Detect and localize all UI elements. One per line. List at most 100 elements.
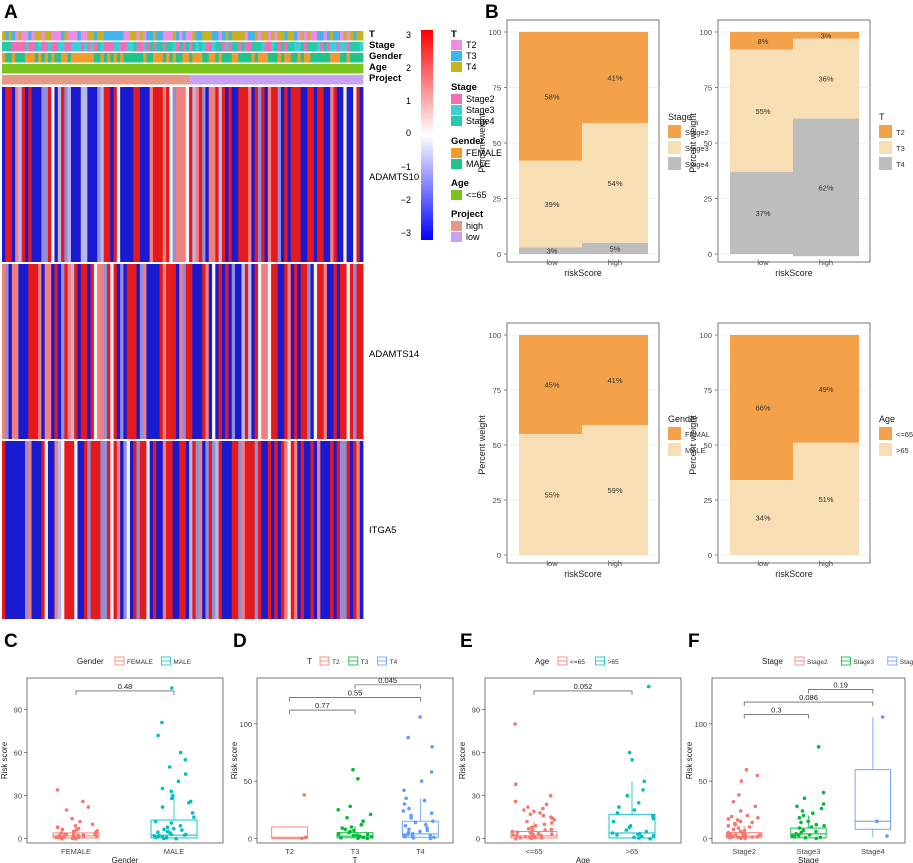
heatmap-cell [166,87,170,262]
heatmap-cell [336,87,341,262]
data-point [345,816,349,820]
annotation-cell [320,31,325,41]
annotation-cell [238,75,242,85]
annotation-cell [198,75,203,85]
annotation-cell [205,53,210,63]
annotation-cell [271,64,275,74]
heatmap-cell [34,441,39,619]
annotation-cell [61,75,65,85]
data-point [90,822,95,827]
data-point [413,820,418,825]
annotation-cell [261,42,265,52]
bar-value-label: 8% [758,37,769,46]
annotation-cell [67,75,72,85]
annotation-cell [202,31,206,41]
legend-label: T3 [361,659,369,666]
annotation-cell [172,64,177,74]
bar-segment [793,38,859,119]
annotation-cell [93,42,98,52]
legend-title-project: Project [451,209,484,220]
heatmap-cell [215,264,219,439]
annotation-cell [5,64,9,74]
heatmap-cell [136,87,141,262]
annotation-cell [126,64,131,74]
annotation-cell [67,53,72,63]
comparison-bracket [533,690,633,695]
data-point [510,829,515,834]
y-tick-label: 100 [239,720,252,729]
annotation-cell [257,64,262,74]
heatmap-cell [120,87,124,262]
heatmap-cell [159,264,164,439]
heatmap-cell [349,264,354,439]
box-plot-stage: 0 50 100 Stage2 Stage3 Stage4 0.3 0.086 0.19 Stag… [685,656,913,863]
annotation-cell [290,42,295,52]
heatmap-cell [326,87,331,262]
heatmap-cell [123,441,128,619]
gene-label-adamts14: ADAMTS14 [369,349,419,360]
heatmap-cell [8,87,13,262]
bar-value-label: 41% [607,376,622,385]
annotation-cell [41,64,46,74]
annotation-cell [290,64,295,74]
legend-label: <=65 [466,190,487,200]
data-point [611,819,616,824]
heatmap-cell [31,87,36,262]
heatmap-cell [113,441,118,619]
legend-label: FEMALE [466,148,502,158]
data-point [169,821,174,825]
annotation-cell [175,53,180,63]
data-point [401,809,406,813]
legend-swatch [668,427,681,440]
data-point [726,817,731,821]
annotation-cell [31,75,36,85]
heatmap-cell [267,87,272,262]
annotation-cell [307,53,311,63]
annotation-cell [61,31,65,41]
annotation-cell [18,64,23,74]
data-point [651,816,656,821]
data-point [821,790,826,795]
annotation-cell [238,31,242,41]
heatmap-cell [340,264,344,439]
comparison-bracket [743,701,874,707]
annotation-cell [123,64,128,74]
y-axis-title: Risk score [230,741,239,779]
colorbar-tick: −1 [401,162,411,172]
annotation-cell [31,53,36,63]
heatmap-cell [261,87,265,262]
annotation-cell [87,75,92,85]
y-tick-label: 75 [704,84,712,93]
annotation-cell [323,53,328,63]
annotation-cell [166,75,170,85]
heatmap-cell [228,87,233,262]
heatmap-cell [189,441,193,619]
annotation-cell [100,75,105,85]
data-point [552,818,557,822]
heatmap-cell [5,441,9,619]
heatmap-cell [271,87,275,262]
data-point [543,828,547,832]
annotation-cell [353,31,357,41]
annotation-cell [107,75,111,85]
heatmap-cell [317,441,321,619]
heatmap-cell [172,264,177,439]
annotation-cell [123,53,128,63]
annotation-cell [359,53,364,63]
heatmap-cell [215,441,219,619]
annotation-cell [290,53,295,63]
annotation-cell [228,64,233,74]
x-tick-label: FEMALE [61,847,91,856]
annotation-cell [317,31,321,41]
annotation-cell [159,64,164,74]
legend-swatch-high [451,221,462,231]
annotation-cell [129,42,134,52]
legend-label: <=65 [896,430,913,439]
data-point [60,827,65,832]
comparison-bracket [289,709,356,715]
annotation-cell [333,31,338,41]
data-point [628,824,633,828]
comparison-bracket [354,684,421,689]
data-point [632,835,636,840]
x-axis-title: Age [576,856,591,863]
